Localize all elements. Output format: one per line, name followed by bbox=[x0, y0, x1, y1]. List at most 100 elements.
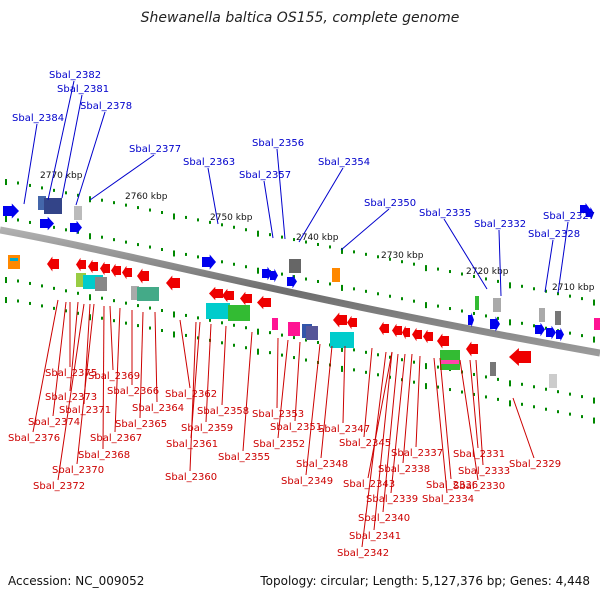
gene-label-sbal-2351[interactable]: Sbal_2351 bbox=[270, 422, 322, 433]
gene-label-sbal-2377[interactable]: Sbal_2377 bbox=[129, 144, 181, 155]
gene-label-sbal-2331[interactable]: Sbal_2331 bbox=[453, 449, 505, 460]
track-tick bbox=[473, 311, 475, 315]
gene-label-sbal-2360[interactable]: Sbal_2360 bbox=[165, 472, 217, 483]
gene-label-sbal-2375[interactable]: Sbal_2375 bbox=[45, 368, 97, 379]
gene-label-sbal-2329[interactable]: Sbal_2329 bbox=[509, 459, 561, 470]
gene-label-sbal-2334[interactable]: Sbal_2334 bbox=[422, 494, 474, 505]
gene-label-sbal-2374[interactable]: Sbal_2374 bbox=[28, 417, 80, 428]
track-tick bbox=[293, 275, 295, 279]
gene-label-sbal-2353[interactable]: Sbal_2353 bbox=[252, 409, 304, 420]
track-tick bbox=[89, 314, 91, 321]
leader-line bbox=[139, 311, 144, 419]
gene-label-sbal-2355[interactable]: Sbal_2355 bbox=[218, 452, 270, 463]
gene-label-sbal-2350[interactable]: Sbal_2350 bbox=[364, 198, 416, 209]
track-tick bbox=[473, 372, 475, 376]
track-tick bbox=[293, 356, 295, 360]
gene-label-sbal-2372[interactable]: Sbal_2372 bbox=[33, 481, 85, 492]
track-tick bbox=[125, 301, 127, 305]
kbp-tick-2750-kbp: 2750 kbp bbox=[210, 213, 253, 223]
gene-label-sbal-2332[interactable]: Sbal_2332 bbox=[474, 219, 526, 230]
leader-line bbox=[340, 208, 390, 251]
reverse-gene-arrow bbox=[423, 329, 433, 344]
track-tick bbox=[545, 387, 547, 391]
gene-label-sbal-2343[interactable]: Sbal_2343 bbox=[343, 479, 395, 490]
gene-label-sbal-2384[interactable]: Sbal_2384 bbox=[12, 113, 64, 124]
track-tick bbox=[245, 346, 247, 350]
track-tick bbox=[305, 240, 307, 244]
gene-label-sbal-2356[interactable]: Sbal_2356 bbox=[252, 138, 304, 149]
gene-color-block bbox=[206, 303, 230, 319]
gene-label-sbal-2352[interactable]: Sbal_2352 bbox=[253, 439, 305, 450]
track-tick bbox=[17, 218, 19, 222]
gene-label-sbal-2335[interactable]: Sbal_2335 bbox=[419, 208, 471, 219]
gene-label-sbal-2371[interactable]: Sbal_2371 bbox=[59, 405, 111, 416]
gene-label-sbal-2347[interactable]: Sbal_2347 bbox=[318, 424, 370, 435]
gene-label-sbal-2381[interactable]: Sbal_2381 bbox=[57, 84, 109, 95]
track-tick bbox=[389, 257, 391, 261]
track-tick bbox=[509, 380, 511, 387]
gene-label-sbal-2339[interactable]: Sbal_2339 bbox=[366, 494, 418, 505]
gene-label-sbal-2336[interactable]: Sbal_2336 bbox=[426, 480, 478, 491]
track-tick bbox=[533, 324, 535, 328]
reverse-gene-arrow bbox=[47, 256, 59, 272]
gene-label-sbal-2333[interactable]: Sbal_2333 bbox=[458, 466, 510, 477]
gene-color-block bbox=[549, 374, 557, 388]
leader-line bbox=[342, 345, 346, 424]
track-tick bbox=[209, 318, 211, 322]
gene-label-sbal-2345[interactable]: Sbal_2345 bbox=[339, 438, 391, 449]
gene-label-sbal-2364[interactable]: Sbal_2364 bbox=[132, 403, 184, 414]
gene-label-sbal-2342[interactable]: Sbal_2342 bbox=[337, 548, 389, 559]
gene-label-sbal-2367[interactable]: Sbal_2367 bbox=[90, 433, 142, 444]
gene-label-sbal-2337[interactable]: Sbal_2337 bbox=[391, 448, 443, 459]
gene-label-sbal-2373[interactable]: Sbal_2373 bbox=[45, 392, 97, 403]
gene-label-sbal-2363[interactable]: Sbal_2363 bbox=[183, 157, 235, 168]
gene-label-sbal-2340[interactable]: Sbal_2340 bbox=[358, 513, 410, 524]
gene-label-sbal-2330[interactable]: Sbal_2330 bbox=[453, 481, 505, 492]
gene-label-sbal-2341[interactable]: Sbal_2341 bbox=[349, 531, 401, 542]
gene-color-block bbox=[288, 322, 300, 336]
track-tick bbox=[353, 368, 355, 372]
track-tick bbox=[65, 309, 67, 313]
leader-line bbox=[294, 341, 301, 422]
gene-label-sbal-2361[interactable]: Sbal_2361 bbox=[166, 439, 218, 450]
leader-line bbox=[557, 221, 569, 294]
track-tick bbox=[125, 321, 127, 325]
track-tick bbox=[353, 250, 355, 254]
gene-label-sbal-2328[interactable]: Sbal_2328 bbox=[528, 229, 580, 240]
gene-label-sbal-2370[interactable]: Sbal_2370 bbox=[52, 465, 104, 476]
gene-label-sbal-2357[interactable]: Sbal_2357 bbox=[239, 170, 291, 181]
forward-gene-arrow bbox=[468, 312, 474, 328]
kbp-tick-2720-kbp: 2720 kbp bbox=[466, 267, 509, 277]
gene-label-sbal-2358[interactable]: Sbal_2358 bbox=[197, 406, 249, 417]
track-tick bbox=[257, 267, 259, 274]
gene-label-sbal-2348[interactable]: Sbal_2348 bbox=[296, 459, 348, 470]
track-tick bbox=[269, 331, 271, 335]
gene-label-sbal-2365[interactable]: Sbal_2365 bbox=[115, 419, 167, 430]
gene-label-sbal-2327[interactable]: Sbal_2327 bbox=[543, 211, 595, 222]
track-tick bbox=[53, 188, 55, 192]
track-tick bbox=[149, 245, 151, 249]
gene-label-sbal-2366[interactable]: Sbal_2366 bbox=[107, 386, 159, 397]
gene-label-sbal-2354[interactable]: Sbal_2354 bbox=[318, 157, 370, 168]
gene-label-sbal-2382[interactable]: Sbal_2382 bbox=[49, 70, 101, 81]
reverse-gene-arrow bbox=[100, 261, 110, 276]
track-tick bbox=[161, 211, 163, 215]
leader-line bbox=[382, 353, 399, 513]
gene-label-sbal-2369[interactable]: Sbal_2369 bbox=[88, 371, 140, 382]
gene-label-sbal-2376[interactable]: Sbal_2376 bbox=[8, 433, 60, 444]
track-tick bbox=[317, 242, 319, 246]
track-tick bbox=[449, 270, 451, 274]
gene-label-sbal-2362[interactable]: Sbal_2362 bbox=[165, 389, 217, 400]
track-tick bbox=[161, 329, 163, 333]
reverse-gene-arrow bbox=[257, 295, 271, 310]
track-tick bbox=[101, 198, 103, 202]
gene-label-sbal-2359[interactable]: Sbal_2359 bbox=[181, 423, 233, 434]
gene-color-block bbox=[490, 362, 496, 376]
gene-label-sbal-2378[interactable]: Sbal_2378 bbox=[80, 101, 132, 112]
gene-label-sbal-2368[interactable]: Sbal_2368 bbox=[78, 450, 130, 461]
track-tick bbox=[533, 405, 535, 409]
gene-color-block bbox=[76, 273, 86, 287]
gene-label-sbal-2338[interactable]: Sbal_2338 bbox=[378, 464, 430, 475]
leader-line bbox=[154, 311, 158, 403]
gene-label-sbal-2349[interactable]: Sbal_2349 bbox=[281, 476, 333, 487]
